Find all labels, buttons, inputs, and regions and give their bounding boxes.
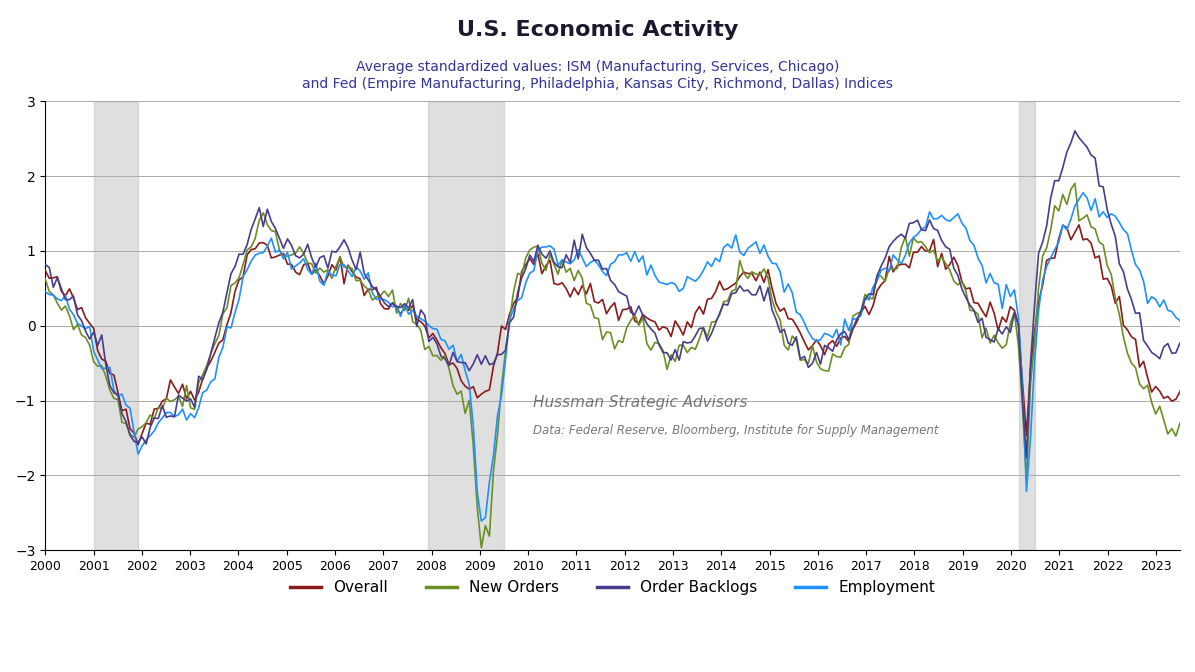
Text: U.S. Economic Activity: U.S. Economic Activity — [456, 20, 739, 40]
Text: Data: Federal Reserve, Bloomberg, Institute for Supply Management: Data: Federal Reserve, Bloomberg, Instit… — [533, 423, 939, 437]
Text: Average standardized values: ISM (Manufacturing, Services, Chicago)
and Fed (Emp: Average standardized values: ISM (Manufa… — [302, 60, 893, 91]
Text: Hussman Strategic Advisors: Hussman Strategic Advisors — [533, 394, 748, 410]
Bar — [93, 101, 137, 550]
Bar — [1019, 101, 1035, 550]
Bar — [428, 101, 504, 550]
Legend: Overall, New Orders, Order Backlogs, Employment: Overall, New Orders, Order Backlogs, Emp… — [284, 574, 940, 601]
